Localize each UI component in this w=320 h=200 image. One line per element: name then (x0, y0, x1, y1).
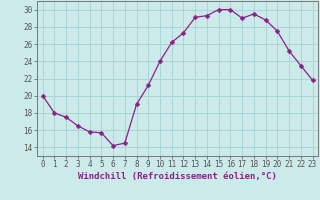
X-axis label: Windchill (Refroidissement éolien,°C): Windchill (Refroidissement éolien,°C) (78, 172, 277, 181)
